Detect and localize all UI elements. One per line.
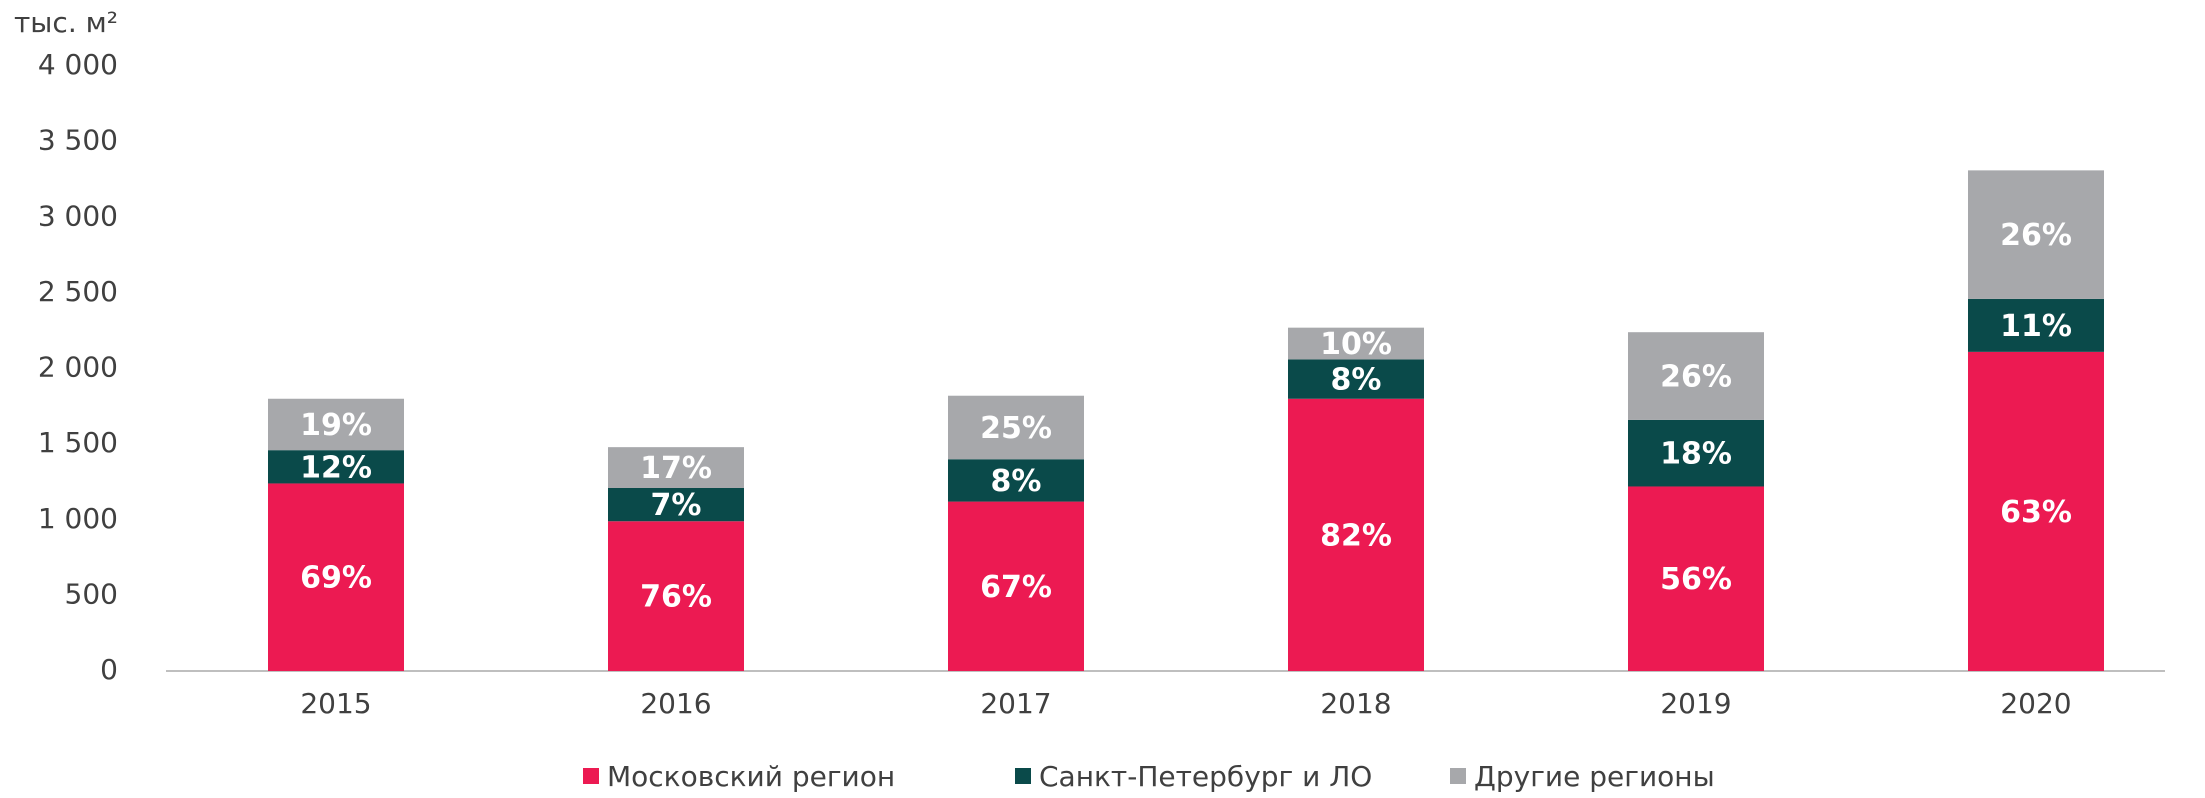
bar-segment <box>1968 351 2104 671</box>
data-label: 82% <box>1320 518 1392 553</box>
y-tick-label: 1 500 <box>38 426 118 459</box>
x-tick-label: 2017 <box>980 687 1051 720</box>
bar-segment <box>1628 486 1764 671</box>
data-label: 12% <box>300 450 372 485</box>
bar-segment <box>1288 398 1424 671</box>
legend-swatch <box>1015 768 1031 784</box>
x-tick-label: 2019 <box>1660 687 1731 720</box>
bar-segment <box>948 501 1084 671</box>
data-label: 8% <box>991 464 1042 499</box>
y-tick-label: 2 000 <box>38 351 118 384</box>
data-label: 67% <box>980 570 1052 605</box>
bar-segment <box>268 398 404 451</box>
bar-segment <box>1968 298 2104 352</box>
y-tick-label: 4 000 <box>38 48 118 81</box>
legend-swatch <box>1450 768 1466 784</box>
x-tick-label: 2020 <box>2000 687 2071 720</box>
bar-segment <box>608 487 744 522</box>
data-label: 7% <box>651 488 702 523</box>
y-tick-label: 3 000 <box>38 199 118 232</box>
bar-segment <box>1288 359 1424 399</box>
y-axis-label: тыс. м² <box>14 6 118 39</box>
y-tick-label: 0 <box>100 653 118 686</box>
y-tick-label: 3 500 <box>38 124 118 157</box>
bar-segment <box>1288 327 1424 360</box>
data-label: 18% <box>1660 437 1732 472</box>
data-label: 56% <box>1660 562 1732 597</box>
data-label: 11% <box>2000 309 2072 344</box>
data-label: 25% <box>980 411 1052 446</box>
data-label: 26% <box>1660 360 1732 395</box>
legend-label: Московский регион <box>607 760 895 793</box>
x-tick-label: 2016 <box>640 687 711 720</box>
bar-segment <box>268 483 404 671</box>
data-label: 63% <box>2000 495 2072 530</box>
bar-segment <box>1968 170 2104 299</box>
bar-segment <box>268 450 404 484</box>
bar-segment <box>948 459 1084 502</box>
x-tick-label: 2018 <box>1320 687 1391 720</box>
y-tick-label: 500 <box>65 577 118 610</box>
legend-label: Другие регионы <box>1474 760 1715 793</box>
data-label: 19% <box>300 408 372 443</box>
data-label: 10% <box>1320 327 1392 362</box>
y-tick-label: 2 500 <box>38 275 118 308</box>
x-tick-label: 2015 <box>300 687 371 720</box>
data-label: 17% <box>640 451 712 486</box>
data-label: 26% <box>2000 218 2072 253</box>
y-tick-label: 1 000 <box>38 502 118 535</box>
legend-label: Санкт-Петербург и ЛО <box>1039 760 1372 793</box>
bar-segment <box>1628 419 1764 487</box>
data-label: 69% <box>300 561 372 596</box>
bar-segment <box>948 395 1084 460</box>
bar-segment <box>608 521 744 671</box>
data-label: 76% <box>640 580 712 615</box>
bar-segment <box>1628 332 1764 420</box>
legend-swatch <box>583 768 599 784</box>
bar-segment <box>608 447 744 488</box>
data-label: 8% <box>1331 363 1382 398</box>
